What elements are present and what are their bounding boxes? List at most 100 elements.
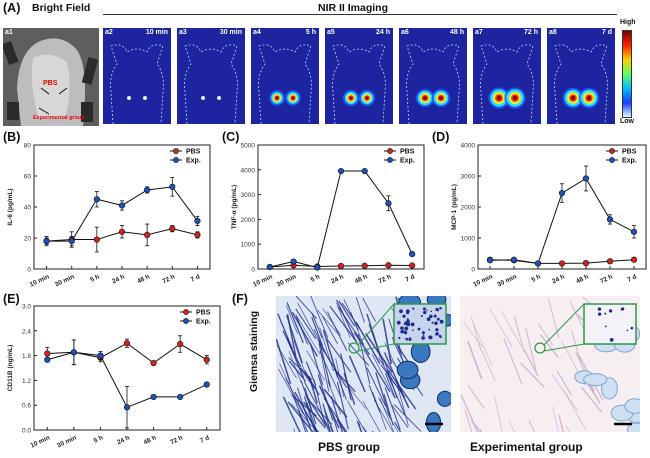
- legend-marker: [173, 148, 179, 154]
- legend-label: PBS: [622, 149, 637, 156]
- nir-tile-a6: a6 48 h: [399, 28, 467, 124]
- y-tick-label: 2000: [461, 205, 476, 212]
- y-tick-label: 5000: [241, 143, 256, 150]
- tissue-fiber: [322, 403, 331, 432]
- stain-dot: [403, 323, 406, 326]
- stain-dot: [417, 327, 421, 331]
- data-point: [361, 262, 368, 269]
- bright-field-image: a1 PBS Experimental group: [3, 28, 99, 126]
- plot-frame: [477, 144, 647, 270]
- tissue-fiber: [285, 377, 311, 427]
- stain-dot: [621, 307, 625, 311]
- panel-d-letter: (D): [432, 130, 450, 144]
- tissue-fiber: [336, 381, 349, 430]
- data-point: [44, 350, 51, 357]
- y-tick-label: 2000: [241, 217, 256, 224]
- tissue-fiber: [394, 404, 422, 432]
- tissue-fiber: [310, 296, 329, 338]
- stain-dot: [412, 307, 415, 310]
- tissue-fiber: [329, 305, 358, 344]
- data-point: [194, 217, 201, 225]
- stain-dot: [435, 307, 439, 312]
- zoom-line: [543, 303, 585, 346]
- chart-cd11b: 0.0 0.6 1.2 1.8 2.4 3.0 10 min 30 min 5 h 24 h 48 …: [7, 304, 221, 450]
- tissue-fiber: [286, 314, 297, 357]
- tissue-fiber: [384, 342, 399, 371]
- tile-id-label: a8: [549, 29, 557, 36]
- tile-id-label: a6: [401, 29, 409, 36]
- tissue-fiber: [364, 333, 393, 374]
- x-tick-label: 30 min: [56, 434, 78, 449]
- stain-dot: [428, 335, 433, 340]
- colorbar: [622, 30, 632, 118]
- tissue-fiber: [525, 328, 537, 372]
- panel-a-letter: (A): [3, 1, 21, 15]
- x-tick-label: 10 min: [29, 273, 51, 288]
- tissue-fiber: [528, 420, 536, 432]
- tissue-fiber: [558, 414, 564, 432]
- x-tick-label: 48 h: [575, 273, 590, 285]
- zoom-origin-circle: [534, 342, 546, 354]
- data-point: [337, 167, 345, 175]
- tissue-fiber: [355, 296, 365, 323]
- stain-dot: [426, 317, 431, 322]
- x-tick-label: 10 min: [30, 434, 52, 449]
- tissue-fiber: [372, 354, 395, 398]
- a1-pbs-label: PBS: [43, 80, 58, 87]
- tissue-fiber: [322, 308, 342, 336]
- y-axis-label: MCP-1 (pg/mL): [451, 184, 458, 230]
- tissue-fiber: [304, 393, 327, 427]
- tissue-fiber: [556, 370, 572, 396]
- tissue-fiber: [347, 385, 366, 409]
- tissue-fiber: [288, 357, 313, 381]
- stain-dot: [609, 337, 614, 342]
- tissue-fiber: [470, 419, 482, 432]
- x-tick-label: 72 h: [599, 273, 614, 285]
- data-point: [68, 237, 75, 245]
- stain-dot: [396, 320, 401, 325]
- tissue-fiber: [494, 396, 503, 432]
- stain-dot: [402, 314, 406, 318]
- stain-dot: [403, 330, 408, 335]
- tissue-fiber: [387, 369, 417, 410]
- y-tick-label: 3.0: [22, 304, 31, 311]
- nir-tile-a5: a5 24 h: [325, 28, 393, 124]
- tissue-fiber: [323, 388, 348, 418]
- tile-id-label: a7: [475, 29, 483, 36]
- nir-tile-a3: a3 30 min: [177, 28, 245, 124]
- x-tick-label: 30 min: [54, 273, 76, 288]
- y-tick-label: 0.0: [22, 428, 31, 435]
- x-tick-label: 5 h: [530, 273, 541, 283]
- stain-dot: [630, 326, 634, 330]
- y-tick-label: 0: [27, 267, 31, 274]
- mouse-outline-icon: [473, 28, 541, 124]
- nir-title: NIR II Imaging: [318, 2, 389, 14]
- legend-marker: [387, 148, 393, 154]
- bright-field-title: Bright Field: [32, 2, 91, 14]
- mouse-outline-icon: [251, 28, 319, 124]
- tile-time-label: 24 h: [375, 29, 390, 36]
- series-line-exp: [269, 170, 413, 269]
- y-axis-label: CD11B (ng/mL): [7, 345, 14, 392]
- cell: [583, 373, 608, 387]
- legend-marker: [609, 148, 615, 154]
- tissue-fiber: [382, 318, 392, 365]
- tissue-fiber: [562, 389, 587, 430]
- giemsa-label: Giemsa staining: [248, 310, 260, 392]
- y-tick-label: 3000: [461, 174, 476, 181]
- tissue-fiber: [384, 387, 401, 430]
- tissue-fiber: [565, 425, 571, 432]
- stain-dot: [422, 307, 426, 311]
- mouse-outline-icon: [177, 28, 245, 124]
- data-point: [558, 189, 566, 197]
- data-point: [123, 404, 131, 411]
- tissue-fiber: [278, 368, 304, 415]
- tissue-fiber: [378, 397, 399, 432]
- tissue-fiber: [347, 342, 370, 367]
- data-point: [385, 262, 392, 269]
- tissue-fiber: [464, 409, 473, 432]
- tissue-fiber: [348, 355, 366, 393]
- x-tick-label: 5 h: [89, 273, 100, 283]
- tile-id-label: a2: [105, 29, 113, 36]
- tissue-fiber: [358, 422, 362, 432]
